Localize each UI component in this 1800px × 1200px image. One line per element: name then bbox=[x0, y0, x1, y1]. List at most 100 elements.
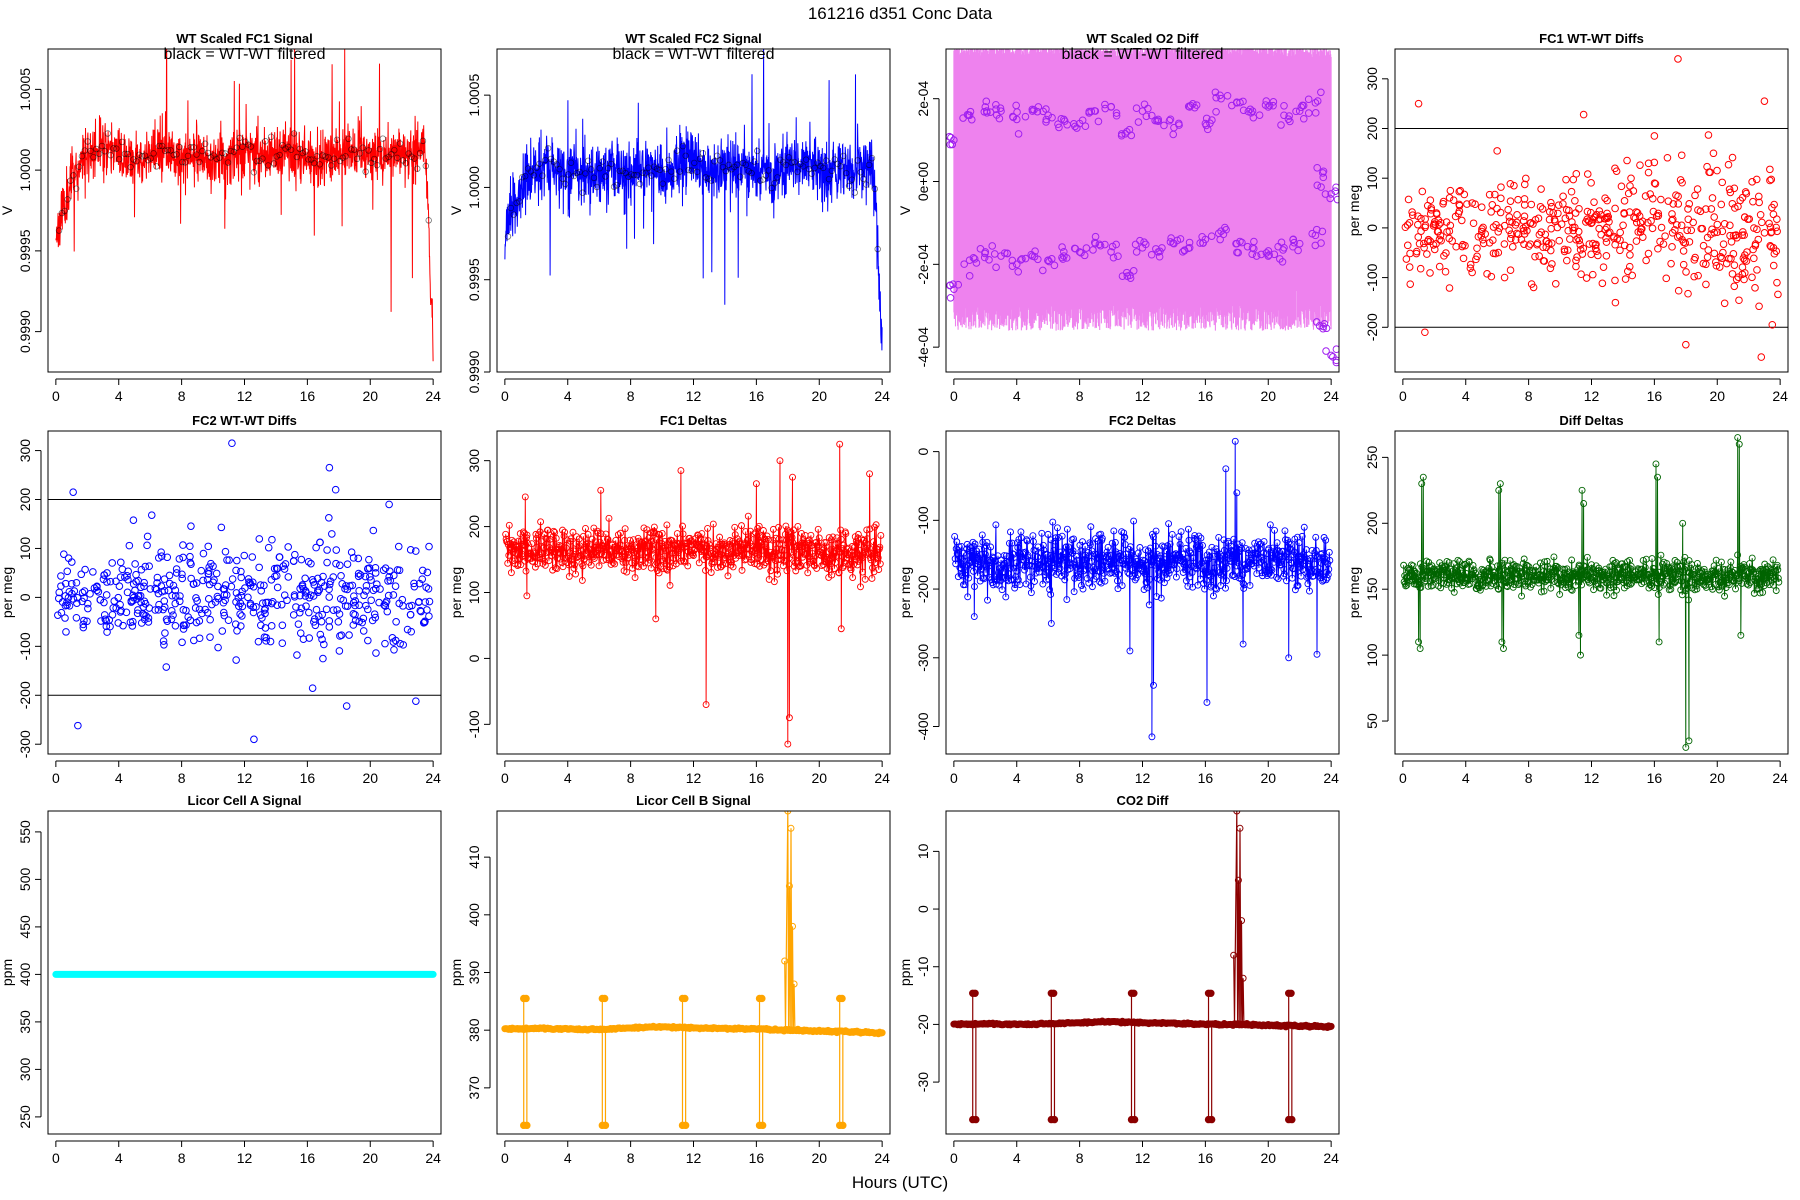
data-point bbox=[219, 149, 226, 157]
data-point bbox=[854, 530, 862, 538]
y-tick-label: 380 bbox=[466, 1018, 482, 1042]
data-point bbox=[1482, 582, 1490, 590]
data-point bbox=[1682, 743, 1690, 751]
data-point bbox=[1635, 566, 1642, 574]
data-point bbox=[1527, 218, 1535, 227]
data-point bbox=[61, 207, 68, 215]
data-point bbox=[502, 530, 510, 538]
x-tick-label: 0 bbox=[950, 770, 958, 786]
data-point bbox=[563, 536, 571, 544]
data-point bbox=[1735, 296, 1743, 305]
data-point bbox=[1693, 585, 1701, 593]
data-point bbox=[523, 531, 531, 539]
data-point bbox=[1765, 219, 1773, 228]
data-point bbox=[123, 588, 132, 597]
data-point bbox=[773, 566, 781, 574]
data-point bbox=[696, 155, 704, 163]
data-point bbox=[1426, 209, 1435, 218]
data-point bbox=[1719, 240, 1728, 248]
data-point bbox=[159, 637, 168, 645]
data-point bbox=[1491, 249, 1500, 258]
data-point bbox=[1488, 579, 1496, 587]
data-point bbox=[267, 599, 276, 608]
data-point bbox=[1192, 101, 1201, 109]
data-point bbox=[1012, 559, 1020, 567]
data-point bbox=[365, 555, 373, 564]
data-point bbox=[1212, 584, 1220, 592]
y-tick-label: 1.0005 bbox=[466, 74, 482, 117]
data-point bbox=[1575, 204, 1583, 213]
data-point bbox=[610, 552, 618, 560]
data-point bbox=[178, 570, 186, 579]
data-point bbox=[981, 249, 989, 258]
data-point bbox=[171, 599, 180, 608]
y-tick-label: 0 bbox=[915, 905, 931, 913]
data-point bbox=[1191, 532, 1199, 539]
data-point bbox=[1773, 561, 1781, 569]
data-point bbox=[1059, 553, 1067, 561]
data-point bbox=[1000, 568, 1008, 576]
data-point bbox=[1672, 191, 1680, 199]
y-axis-label: per meg bbox=[1346, 185, 1362, 236]
y-axis-label: V bbox=[897, 205, 913, 215]
data-point bbox=[287, 146, 295, 153]
data-point bbox=[1011, 584, 1019, 592]
data-point bbox=[96, 596, 105, 604]
x-axis: 0 4 8 12 16 20 24 bbox=[950, 1140, 1339, 1166]
data-point bbox=[628, 559, 636, 567]
data-point bbox=[1199, 542, 1206, 549]
x-tick-label: 24 bbox=[1323, 388, 1339, 404]
plot-frame bbox=[945, 430, 1340, 755]
data-point bbox=[1578, 250, 1587, 258]
data-point bbox=[1150, 681, 1157, 689]
data-point bbox=[67, 579, 76, 588]
data-point bbox=[354, 569, 363, 578]
data-point bbox=[1232, 239, 1240, 248]
data-point bbox=[165, 571, 174, 580]
x-tick-label: 4 bbox=[1013, 770, 1021, 786]
x-tick-label: 0 bbox=[52, 1150, 60, 1166]
y-tick-label: 150 bbox=[1364, 577, 1380, 601]
data-point bbox=[1449, 196, 1458, 205]
data-point bbox=[1186, 573, 1194, 581]
data-point bbox=[526, 549, 534, 557]
data-point bbox=[1198, 563, 1205, 571]
data-point bbox=[1772, 587, 1780, 595]
data-point bbox=[1709, 585, 1717, 593]
data-point bbox=[1713, 166, 1721, 175]
data-point bbox=[238, 612, 246, 620]
data-point bbox=[176, 592, 184, 600]
data-point bbox=[389, 591, 398, 599]
data-point bbox=[125, 541, 134, 550]
data-point bbox=[1770, 249, 1779, 258]
y-tick-label: 100 bbox=[17, 537, 33, 561]
data-point bbox=[1123, 272, 1132, 280]
data-point bbox=[257, 587, 266, 595]
data-point bbox=[1760, 97, 1769, 105]
data-point bbox=[1654, 244, 1662, 253]
data-point bbox=[1632, 237, 1641, 245]
data-point bbox=[1713, 220, 1722, 229]
data-point bbox=[1256, 540, 1264, 548]
data-point bbox=[984, 596, 991, 604]
data-point bbox=[771, 180, 778, 187]
data-point bbox=[1167, 234, 1175, 242]
data-point bbox=[619, 558, 627, 566]
data-point bbox=[782, 522, 790, 530]
data-point bbox=[1211, 88, 1220, 97]
data-point bbox=[1406, 280, 1415, 288]
data-point bbox=[1580, 500, 1588, 507]
data-point bbox=[585, 157, 592, 165]
y-tick-label: -10 bbox=[915, 956, 931, 976]
data-point bbox=[1702, 205, 1710, 213]
data-point bbox=[1655, 638, 1663, 646]
y-tick-label: 0.9995 bbox=[466, 258, 482, 301]
data-point bbox=[1262, 97, 1271, 105]
data-point bbox=[1429, 241, 1438, 249]
data-point bbox=[1008, 256, 1017, 265]
data-point bbox=[1405, 219, 1414, 227]
data-point bbox=[736, 173, 744, 180]
data-point bbox=[1239, 580, 1247, 587]
data-point bbox=[64, 554, 73, 562]
